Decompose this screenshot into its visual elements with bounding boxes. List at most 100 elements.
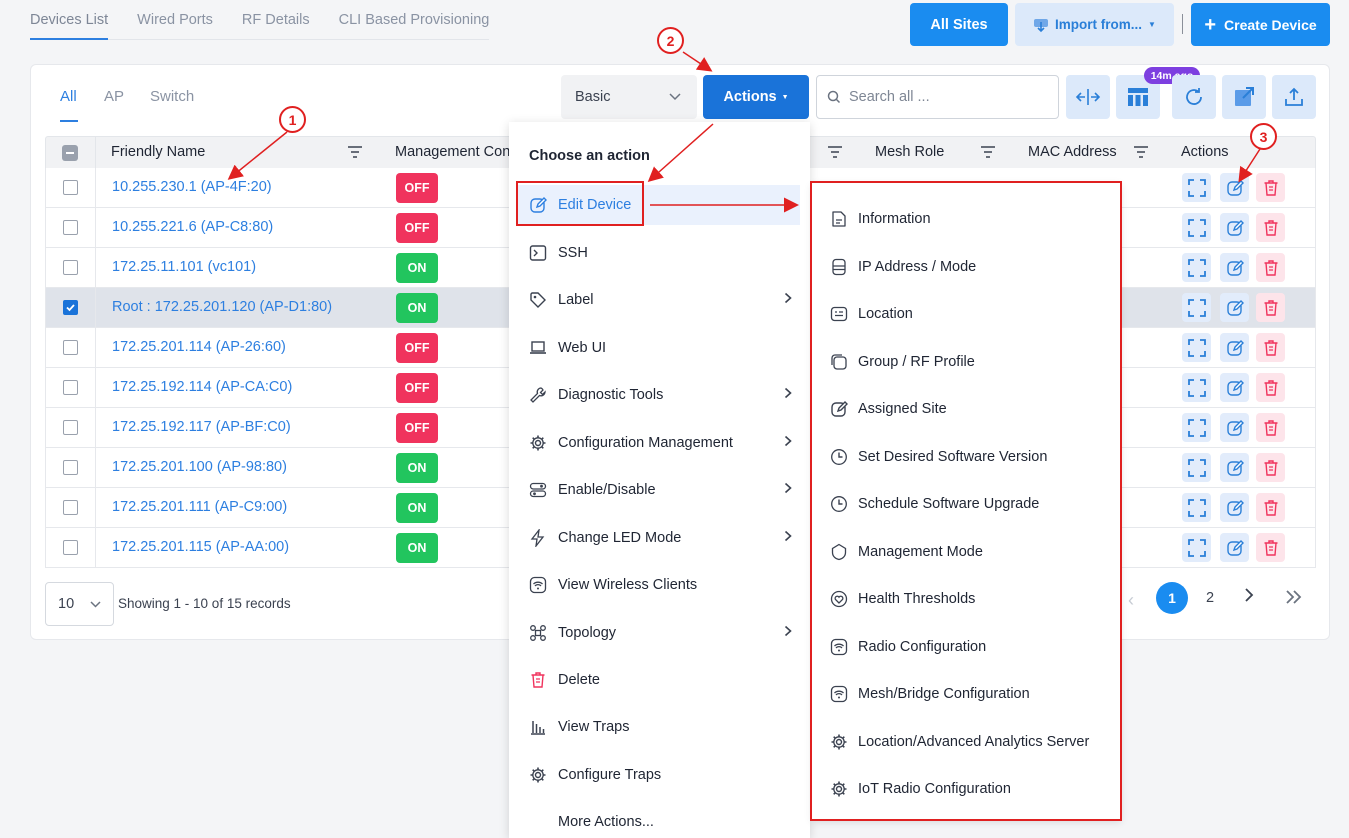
tab-wired-ports[interactable]: Wired Ports	[137, 12, 213, 28]
device-name-link[interactable]: 172.25.201.114 (AP-26:60)	[112, 339, 286, 355]
delete-icon[interactable]	[1256, 213, 1285, 242]
expand-icon[interactable]	[1182, 213, 1211, 242]
submenu-item-group-rf-profile[interactable]: Group / RF Profile	[829, 347, 975, 377]
tab-rf-details[interactable]: RF Details	[241, 12, 310, 28]
expand-icon[interactable]	[1182, 373, 1211, 402]
edit-icon[interactable]	[1220, 373, 1249, 402]
refresh-button[interactable]	[1172, 75, 1216, 119]
edit-icon[interactable]	[1220, 333, 1249, 362]
delete-icon[interactable]	[1256, 373, 1285, 402]
create-device-button[interactable]: + Create Device	[1191, 3, 1330, 46]
menu-item-label[interactable]: Label	[517, 280, 800, 320]
search-input[interactable]	[849, 89, 1039, 105]
delete-icon[interactable]	[1256, 453, 1285, 482]
delete-icon[interactable]	[1256, 413, 1285, 442]
device-name-link[interactable]: 172.25.192.114 (AP-CA:C0)	[112, 379, 293, 395]
device-name-link[interactable]: 10.255.230.1 (AP-4F:20)	[112, 179, 272, 195]
row-checkbox[interactable]	[63, 460, 78, 475]
delete-icon[interactable]	[1256, 533, 1285, 562]
submenu-item-location[interactable]: Location	[829, 299, 913, 329]
expand-icon[interactable]	[1182, 453, 1211, 482]
submenu-item-health-thresholds[interactable]: Health Thresholds	[829, 584, 975, 614]
row-checkbox[interactable]	[63, 300, 78, 315]
actions-button[interactable]: Actions ▼	[703, 75, 809, 119]
next-page-icon[interactable]	[1244, 588, 1254, 602]
subtab-ap[interactable]: AP	[104, 88, 125, 105]
device-name-link[interactable]: 172.25.201.115 (AP-AA:00)	[112, 539, 290, 555]
submenu-item-iot-radio-configuration[interactable]: IoT Radio Configuration	[829, 774, 1011, 804]
tab-devices-list[interactable]: Devices List	[30, 0, 109, 40]
edit-icon[interactable]	[1220, 453, 1249, 482]
menu-item-enable-disable[interactable]: Enable/Disable	[517, 470, 800, 510]
expand-icon[interactable]	[1182, 333, 1211, 362]
subtab-switch[interactable]: Switch	[150, 88, 195, 105]
device-name-link[interactable]: 172.25.201.100 (AP-98:80)	[112, 459, 287, 475]
resize-columns-button[interactable]	[1066, 75, 1110, 119]
menu-item-change-led-mode[interactable]: Change LED Mode	[517, 518, 800, 558]
open-external-button[interactable]	[1222, 75, 1266, 119]
submenu-item-radio-configuration[interactable]: Radio Configuration	[829, 632, 986, 662]
edit-icon[interactable]	[1220, 493, 1249, 522]
edit-icon[interactable]	[1220, 293, 1249, 322]
row-checkbox[interactable]	[63, 340, 78, 355]
expand-icon[interactable]	[1182, 173, 1211, 202]
row-checkbox[interactable]	[63, 180, 78, 195]
device-name-link[interactable]: 10.255.221.6 (AP-C8:80)	[112, 219, 274, 235]
filter-icon[interactable]	[348, 146, 362, 158]
submenu-item-schedule-software-upgrade[interactable]: Schedule Software Upgrade	[829, 489, 1039, 519]
submenu-item-location-advanced-analytics-server[interactable]: Location/Advanced Analytics Server	[829, 727, 1089, 757]
submenu-item-management-mode[interactable]: Management Mode	[829, 537, 983, 567]
menu-item-configure-traps[interactable]: Configure Traps	[517, 755, 800, 795]
submenu-item-information[interactable]: Information	[829, 204, 931, 234]
edit-icon[interactable]	[1220, 173, 1249, 202]
edit-icon[interactable]	[1220, 413, 1249, 442]
row-checkbox[interactable]	[63, 540, 78, 555]
export-button[interactable]	[1272, 75, 1316, 119]
menu-item-view-traps[interactable]: View Traps	[517, 707, 800, 747]
expand-icon[interactable]	[1182, 533, 1211, 562]
expand-icon[interactable]	[1182, 413, 1211, 442]
device-name-link[interactable]: Root : 172.25.201.120 (AP-D1:80)	[112, 299, 333, 315]
filter-icon[interactable]	[1134, 146, 1148, 158]
device-name-link[interactable]: 172.25.11.101 (vc101)	[112, 259, 257, 275]
device-name-link[interactable]: 172.25.201.111 (AP-C9:00)	[112, 499, 288, 515]
page-2-button[interactable]: 2	[1206, 590, 1215, 606]
delete-icon[interactable]	[1256, 173, 1285, 202]
row-checkbox[interactable]	[63, 220, 78, 235]
import-button[interactable]: Import from... ▼	[1015, 3, 1174, 46]
device-name-link[interactable]: 172.25.192.117 (AP-BF:C0)	[112, 419, 291, 435]
menu-item-ssh[interactable]: SSH	[517, 233, 800, 273]
submenu-item-assigned-site[interactable]: Assigned Site	[829, 394, 947, 424]
menu-item-diagnostic-tools[interactable]: Diagnostic Tools	[517, 375, 800, 415]
menu-item-view-wireless-clients[interactable]: View Wireless Clients	[517, 565, 800, 605]
menu-item-web-ui[interactable]: Web UI	[517, 328, 800, 368]
menu-item-delete[interactable]: Delete	[517, 660, 800, 700]
delete-icon[interactable]	[1256, 333, 1285, 362]
delete-icon[interactable]	[1256, 293, 1285, 322]
search-box[interactable]	[816, 75, 1059, 119]
submenu-item-ip-address-mode[interactable]: IP Address / Mode	[829, 252, 976, 282]
prev-page-icon[interactable]: ‹	[1128, 590, 1134, 610]
row-checkbox[interactable]	[63, 260, 78, 275]
expand-icon[interactable]	[1182, 293, 1211, 322]
edit-icon[interactable]	[1220, 533, 1249, 562]
filter-icon[interactable]	[981, 146, 995, 158]
all-sites-button[interactable]: All Sites	[910, 3, 1008, 46]
page-1-button[interactable]: 1	[1156, 582, 1188, 614]
last-page-icon[interactable]	[1285, 590, 1303, 604]
submenu-item-set-desired-software-version[interactable]: Set Desired Software Version	[829, 442, 1047, 472]
row-checkbox[interactable]	[63, 500, 78, 515]
expand-icon[interactable]	[1182, 493, 1211, 522]
edit-icon[interactable]	[1220, 213, 1249, 242]
tab-cli-provisioning[interactable]: CLI Based Provisioning	[338, 12, 490, 28]
delete-icon[interactable]	[1256, 493, 1285, 522]
filter-icon[interactable]	[828, 146, 842, 158]
view-select[interactable]: Basic	[561, 75, 697, 119]
edit-icon[interactable]	[1220, 253, 1249, 282]
delete-icon[interactable]	[1256, 253, 1285, 282]
menu-item-more-actions[interactable]: More Actions...	[517, 802, 800, 838]
menu-item-topology[interactable]: Topology	[517, 613, 800, 653]
menu-item-configuration-management[interactable]: Configuration Management	[517, 423, 800, 463]
submenu-item-mesh-bridge-configuration[interactable]: Mesh/Bridge Configuration	[829, 679, 1030, 709]
select-all-checkbox[interactable]	[62, 145, 78, 161]
